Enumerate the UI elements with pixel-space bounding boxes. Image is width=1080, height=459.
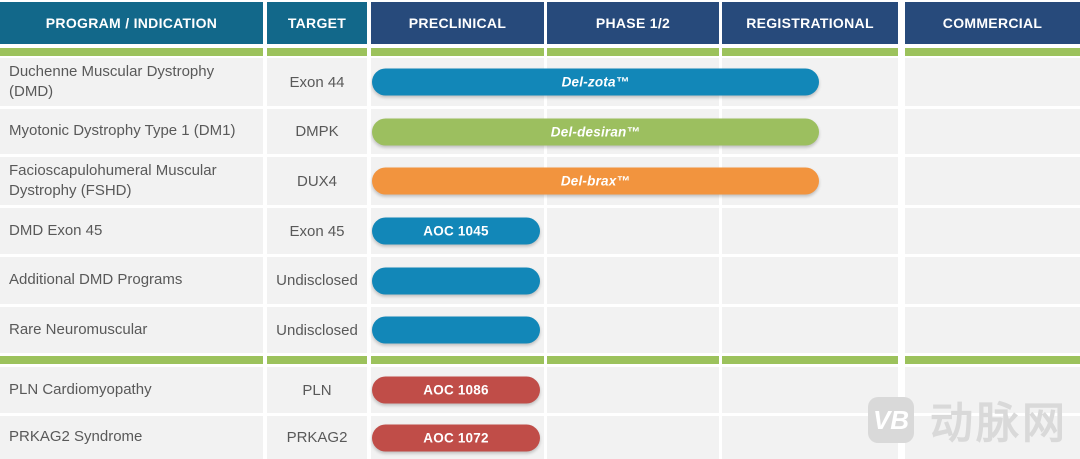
phase-cell-phase-1-2	[547, 257, 719, 304]
table-row: Additional DMD Programs Undisclosed	[0, 257, 1080, 304]
column-header-preclinical: PRECLINICAL	[371, 2, 544, 44]
candidate-bar-unlabeled	[372, 267, 540, 294]
phase-cell-commercial	[905, 307, 1080, 353]
program-label: Myotonic Dystrophy Type 1 (DM1)	[0, 109, 263, 154]
phase-cell-phase-1-2	[547, 208, 719, 254]
phase-cell-commercial	[905, 367, 1080, 413]
table-row: Duchenne Muscular Dystrophy (DMD) Exon 44…	[0, 58, 1080, 106]
pipeline-rows: Duchenne Muscular Dystrophy (DMD) Exon 44…	[0, 58, 1080, 459]
phase-cell-commercial	[905, 208, 1080, 254]
column-header-phase-1-2: PHASE 1/2	[547, 2, 719, 44]
target-label: Undisclosed	[267, 307, 367, 353]
candidate-bar: Del-brax™	[372, 167, 819, 195]
header-underline-segment	[267, 48, 367, 56]
column-header-program-indication: PROGRAM / INDICATION	[0, 2, 263, 44]
candidate-bar: AOC 1072	[372, 424, 540, 451]
candidate-bar: Del-zota™	[372, 68, 819, 96]
watermark: VB 动脉网	[868, 389, 1068, 451]
table-row: Myotonic Dystrophy Type 1 (DM1) DMPK Del-d…	[0, 109, 1080, 154]
candidate-bar: AOC 1045	[372, 217, 540, 245]
column-header-registrational: REGISTRATIONAL	[722, 2, 898, 44]
phase-cell-commercial	[905, 157, 1080, 205]
table-row: Rare Neuromuscular Undisclosed	[0, 307, 1080, 353]
phase-cell-phase-1-2	[547, 416, 719, 459]
watermark-vb-icon: VB	[868, 397, 914, 443]
target-label: PRKAG2	[267, 416, 367, 459]
phase-cell-registrational	[722, 208, 898, 254]
program-label: Additional DMD Programs	[0, 257, 263, 304]
table-row: Facioscapulohumeral Muscular Dystrophy (…	[0, 157, 1080, 205]
phase-cell-phase-1-2	[547, 367, 719, 413]
column-header-target: TARGET	[267, 2, 367, 44]
table-row: PRKAG2 Syndrome PRKAG2 AOC 1072	[0, 416, 1080, 459]
header-underline-segment	[905, 48, 1080, 56]
header-underline	[0, 48, 1080, 56]
candidate-bar-unlabeled	[372, 316, 540, 344]
candidate-bar: AOC 1086	[372, 376, 540, 404]
target-label: PLN	[267, 367, 367, 413]
section-separator-segment	[267, 356, 367, 364]
column-header-commercial: COMMERCIAL	[905, 2, 1080, 44]
header-underline-segment	[722, 48, 898, 56]
watermark-text: 动脉网	[930, 400, 1068, 448]
phase-cell-commercial	[905, 109, 1080, 154]
header-row: PROGRAM / INDICATION TARGET PRECLINICAL PHA…	[0, 2, 1080, 44]
section-separator-segment	[722, 356, 898, 364]
program-label: DMD Exon 45	[0, 208, 263, 254]
phase-cell-registrational	[722, 307, 898, 353]
header-underline-segment	[0, 48, 263, 56]
section-separator-segment	[0, 356, 263, 364]
target-label: Undisclosed	[267, 257, 367, 304]
phase-cell-commercial	[905, 416, 1080, 459]
phase-cell-phase-1-2	[547, 307, 719, 353]
program-label: PRKAG2 Syndrome	[0, 416, 263, 459]
program-label: Duchenne Muscular Dystrophy (DMD)	[0, 58, 263, 106]
phase-cell-registrational	[722, 257, 898, 304]
section-separator-segment	[371, 356, 544, 364]
header-underline-segment	[547, 48, 719, 56]
table-row: PLN Cardiomyopathy PLN AOC 1086	[0, 367, 1080, 413]
target-label: Exon 44	[267, 58, 367, 106]
program-label: PLN Cardiomyopathy	[0, 367, 263, 413]
program-label: Facioscapulohumeral Muscular Dystrophy (…	[0, 157, 263, 205]
phase-cell-commercial	[905, 58, 1080, 106]
section-separator-segment	[905, 356, 1080, 364]
target-label: DUX4	[267, 157, 367, 205]
target-label: DMPK	[267, 109, 367, 154]
section-separator	[0, 356, 1080, 364]
table-row: DMD Exon 45 Exon 45 AOC 1045	[0, 208, 1080, 254]
target-label: Exon 45	[267, 208, 367, 254]
header-underline-segment	[371, 48, 544, 56]
program-label: Rare Neuromuscular	[0, 307, 263, 353]
section-separator-segment	[547, 356, 719, 364]
candidate-bar: Del-desiran™	[372, 118, 819, 145]
phase-cell-commercial	[905, 257, 1080, 304]
